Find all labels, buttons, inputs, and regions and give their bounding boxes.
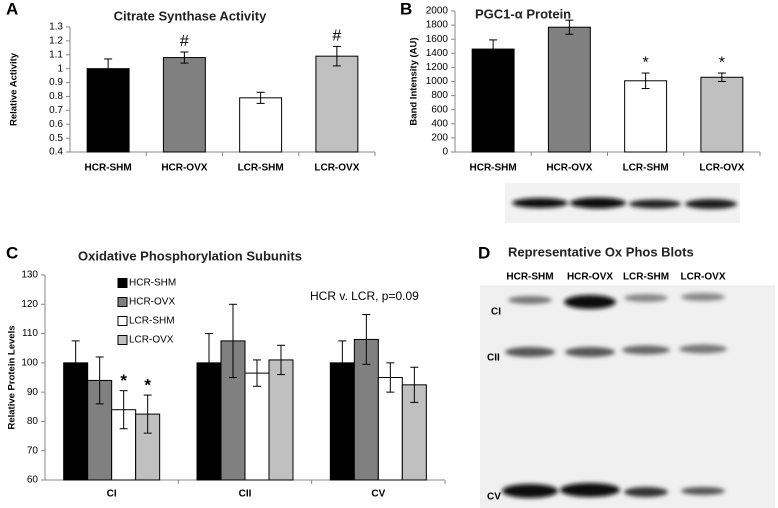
x-tick-label: CI xyxy=(107,489,117,500)
x-tick-label: CV xyxy=(371,489,385,500)
panel-label: A xyxy=(6,0,18,18)
annotation: * xyxy=(643,54,649,71)
chart-title: Citrate Synthase Activity xyxy=(114,8,267,23)
x-tick-label: HCR-OVX xyxy=(546,163,592,174)
bar xyxy=(86,68,130,153)
blot-image xyxy=(480,285,775,508)
annotation: # xyxy=(332,28,341,45)
legend-swatch xyxy=(117,316,128,326)
x-tick-label: LCR-SHM xyxy=(623,163,669,174)
bar xyxy=(624,80,668,153)
y-tick-label: 1800 xyxy=(426,20,449,31)
legend-label: LCR-OVX xyxy=(129,335,174,346)
y-tick-label: 1.3 xyxy=(49,22,63,33)
annotation: * xyxy=(120,371,127,390)
lane-label: HCR-OVX xyxy=(567,272,613,283)
panel-label: D xyxy=(478,243,490,262)
y-tick-label: 110 xyxy=(22,328,38,339)
x-tick-label: LCR-SHM xyxy=(238,163,284,174)
y-tick-label: 0.6 xyxy=(49,119,63,130)
bar xyxy=(162,57,206,153)
y-tick-label: 0.9 xyxy=(49,77,63,88)
y-tick-label: 120 xyxy=(21,299,38,310)
bar xyxy=(244,372,270,481)
y-tick-label: 0.5 xyxy=(49,133,63,144)
legend-label: LCR-SHM xyxy=(129,316,175,327)
x-tick-label: HCR-OVX xyxy=(161,163,207,174)
y-tick-label: 400 xyxy=(431,118,448,129)
bar xyxy=(315,55,359,153)
y-tick-label: 1 xyxy=(57,63,63,74)
y-tick-label: 800 xyxy=(431,90,448,101)
y-tick-label: 60 xyxy=(27,475,39,486)
y-tick-label: 0.8 xyxy=(49,91,63,102)
y-tick-label: 1600 xyxy=(426,34,449,45)
y-axis-label: Relative Protein Levels xyxy=(7,325,18,429)
y-tick-label: 2000 xyxy=(426,6,449,17)
x-tick-label: LCR-OVX xyxy=(699,163,744,174)
bar xyxy=(547,26,591,153)
lane-label: LCR-SHM xyxy=(623,272,669,283)
blot-title: Representative Ox Phos Blots xyxy=(508,244,694,259)
y-tick-label: 0.7 xyxy=(49,105,63,116)
chart-title: PGC1-α Protein xyxy=(475,6,571,21)
y-axis-label: Band Intensity (AU) xyxy=(409,37,420,125)
y-axis-label: Relative Activity xyxy=(9,52,20,126)
legend-swatch xyxy=(117,297,128,307)
annotation: * xyxy=(719,54,725,71)
y-tick-label: 0 xyxy=(442,147,448,158)
note: HCR v. LCR, p=0.09 xyxy=(310,289,419,303)
bar xyxy=(700,76,744,153)
y-tick-label: 1200 xyxy=(426,62,449,73)
legend-label: HCR-SHM xyxy=(129,278,176,289)
panel-label: C xyxy=(6,243,18,262)
bar xyxy=(239,97,283,153)
y-tick-label: 1400 xyxy=(426,48,449,59)
bar xyxy=(268,359,294,481)
lane-label: LCR-OVX xyxy=(681,272,726,283)
blot-bands xyxy=(512,197,737,209)
legend-label: HCR-OVX xyxy=(129,297,175,308)
chart-title: Oxidative Phosphorylation Subunits xyxy=(78,248,302,263)
x-tick-label: HCR-SHM xyxy=(85,163,132,174)
bar xyxy=(377,377,403,481)
x-tick-label: CII xyxy=(239,489,252,500)
legend-swatch xyxy=(117,278,128,288)
band-label: CV xyxy=(487,492,501,503)
y-tick-label: 130 xyxy=(21,270,38,281)
legend-swatch xyxy=(117,335,128,345)
bar xyxy=(471,48,515,153)
x-tick-label: LCR-OVX xyxy=(314,163,359,174)
y-tick-label: 200 xyxy=(431,133,448,144)
y-tick-label: 0.4 xyxy=(49,147,63,158)
band-label: CI xyxy=(491,307,501,318)
y-tick-label: 1.2 xyxy=(49,36,63,47)
y-tick-label: 70 xyxy=(27,445,39,456)
annotation: * xyxy=(144,376,151,395)
panel-label: B xyxy=(400,0,412,18)
y-tick-label: 100 xyxy=(21,357,38,368)
y-tick-label: 90 xyxy=(27,387,39,398)
y-tick-label: 600 xyxy=(431,104,448,115)
y-tick-label: 1000 xyxy=(426,76,449,87)
ox-phos-bands xyxy=(502,293,727,498)
x-tick-label: HCR-SHM xyxy=(470,163,517,174)
annotation: # xyxy=(180,33,189,50)
lane-label: HCR-SHM xyxy=(506,272,553,283)
y-tick-label: 80 xyxy=(27,416,39,427)
band-label: CII xyxy=(487,353,500,364)
y-tick-label: 1.1 xyxy=(49,49,63,60)
